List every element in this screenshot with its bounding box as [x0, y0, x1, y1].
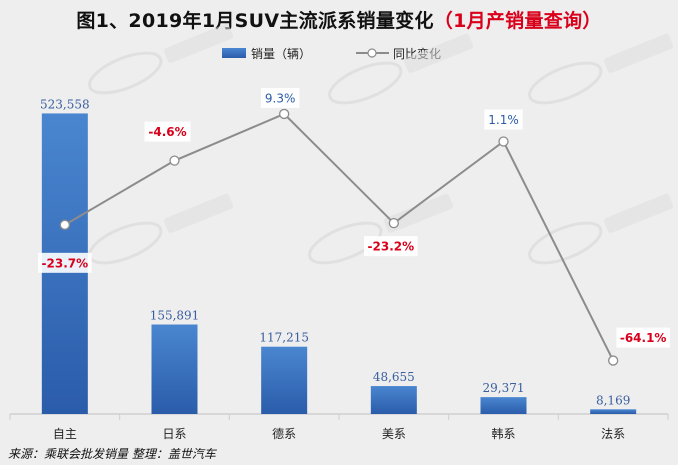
bar-法系 [590, 409, 637, 414]
yoy-point [388, 218, 399, 229]
x-tick-label: 德系 [272, 426, 296, 441]
legend-bar-label: 销量（辆） [251, 47, 312, 61]
yoy-point [279, 108, 290, 120]
yoy-value-label: -23.2% [368, 240, 415, 254]
yoy-value-label: -4.6% [148, 125, 186, 139]
legend-line-swatch [356, 48, 389, 58]
watermark-mark [308, 193, 454, 265]
watermark-mark [528, 193, 674, 265]
source-note: 来源：乘联会批发销量 整理：盖世汽车 [8, 447, 216, 461]
yoy-label-box [484, 109, 523, 130]
chart-title: 图1、2019年1月SUV主流派系销量变化（1月产销量查询） [0, 6, 678, 33]
yoy-label-box [616, 327, 670, 348]
watermark-mark [88, 23, 234, 95]
yoy-label-box [144, 121, 191, 142]
x-tick-label: 日系 [162, 427, 186, 441]
yoy-point [169, 155, 180, 166]
bar-美系 [370, 386, 417, 414]
bar-value-label: 155,891 [150, 309, 200, 323]
chart-title-main: 图1、2019年1月SUV主流派系销量变化 [76, 10, 434, 32]
x-tick-label: 自主 [53, 427, 77, 441]
bar-德系 [261, 346, 308, 414]
bar-日系 [151, 324, 198, 414]
yoy-point [498, 136, 509, 147]
yoy-value-label: 1.1% [488, 113, 519, 127]
bar-value-label: 117,215 [259, 331, 309, 345]
yoy-label-box [364, 236, 418, 257]
yoy-label-box [260, 87, 300, 108]
bar-value-label: 8,169 [596, 393, 630, 407]
yoy-label-box [38, 252, 92, 273]
legend-bar-swatch [222, 48, 246, 58]
bar-value-label: 48,655 [373, 370, 415, 384]
watermarks [88, 23, 674, 265]
bar-value-label: 29,371 [483, 381, 525, 395]
watermark-mark [328, 33, 474, 105]
bar-韩系 [480, 397, 527, 414]
yoy-value-label: 9.3% [265, 91, 296, 105]
watermark-mark [528, 33, 674, 105]
x-tick-label: 韩系 [491, 426, 515, 441]
yoy-value-label: -64.1% [620, 331, 667, 345]
yoy-line [64, 112, 615, 362]
x-tick-label: 法系 [601, 427, 625, 441]
chart-title-highlight: （1月产销量查询） [433, 10, 602, 32]
yoy-value-label: -23.7% [42, 256, 89, 270]
bar-value-label: 523,558 [40, 97, 90, 111]
x-tick-label: 美系 [382, 427, 406, 441]
yoy-point [59, 219, 70, 230]
yoy-point [608, 355, 619, 366]
